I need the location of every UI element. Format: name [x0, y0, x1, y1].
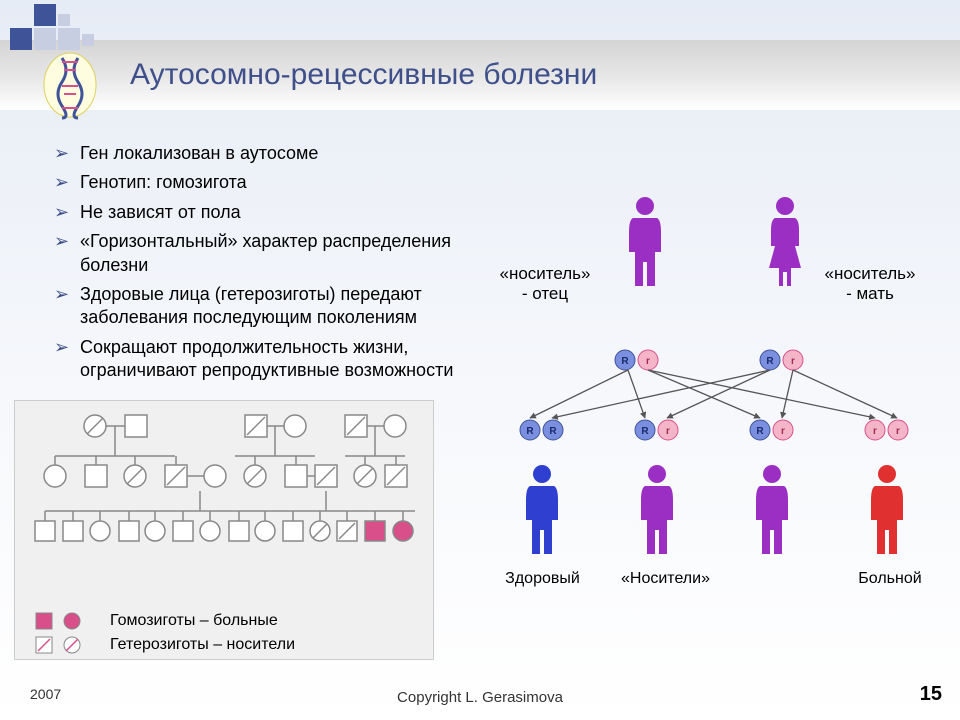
bullet-item: Здоровые лица (гетерозиготы) передают за… [54, 283, 464, 330]
svg-text:R: R [756, 426, 764, 437]
bullet-item: Генотип: гомозигота [54, 171, 464, 194]
bullet-item: Сокращают продолжительность жизни, огран… [54, 336, 464, 383]
corner-decoration [10, 4, 110, 54]
bullet-item: «Горизонтальный» характер распределения … [54, 230, 464, 277]
svg-text:R: R [641, 426, 649, 437]
svg-text:R: R [621, 356, 629, 367]
svg-text:r: r [646, 356, 650, 367]
legend-carrier-text: Гетерозиготы – носители [110, 636, 295, 654]
mother-label: «носитель»- мать [820, 264, 920, 304]
bullet-list: Ген локализован в аутосоме Генотип: гомо… [14, 142, 464, 389]
legend-carrier-icons [34, 634, 104, 656]
svg-text:R: R [766, 356, 774, 367]
dna-icon [40, 50, 100, 120]
footer-pagenum: 15 [920, 683, 942, 706]
svg-text:r: r [666, 426, 670, 437]
svg-text:R: R [526, 426, 534, 437]
svg-text:r: r [896, 426, 900, 437]
footer-copyright: Copyright L. Gerasimova [0, 689, 960, 706]
offspring-carriers-label: «Носители» [608, 570, 723, 588]
svg-text:r: r [873, 426, 877, 437]
offspring-healthy-label: Здоровый [495, 570, 590, 588]
legend-affected-text: Гомозиготы – больные [110, 612, 278, 630]
bullet-item: Ген локализован в аутосоме [54, 142, 464, 165]
svg-text:r: r [791, 356, 795, 367]
legend-affected-icons [34, 610, 104, 632]
svg-text:R: R [549, 426, 557, 437]
offspring-affected-label: Больной [845, 570, 935, 588]
svg-text:r: r [781, 426, 785, 437]
father-label: «носитель»- отец [495, 264, 595, 304]
slide-title: Аутосомно-рецессивные болезни [130, 58, 597, 92]
bullet-item: Не зависят от пола [54, 201, 464, 224]
